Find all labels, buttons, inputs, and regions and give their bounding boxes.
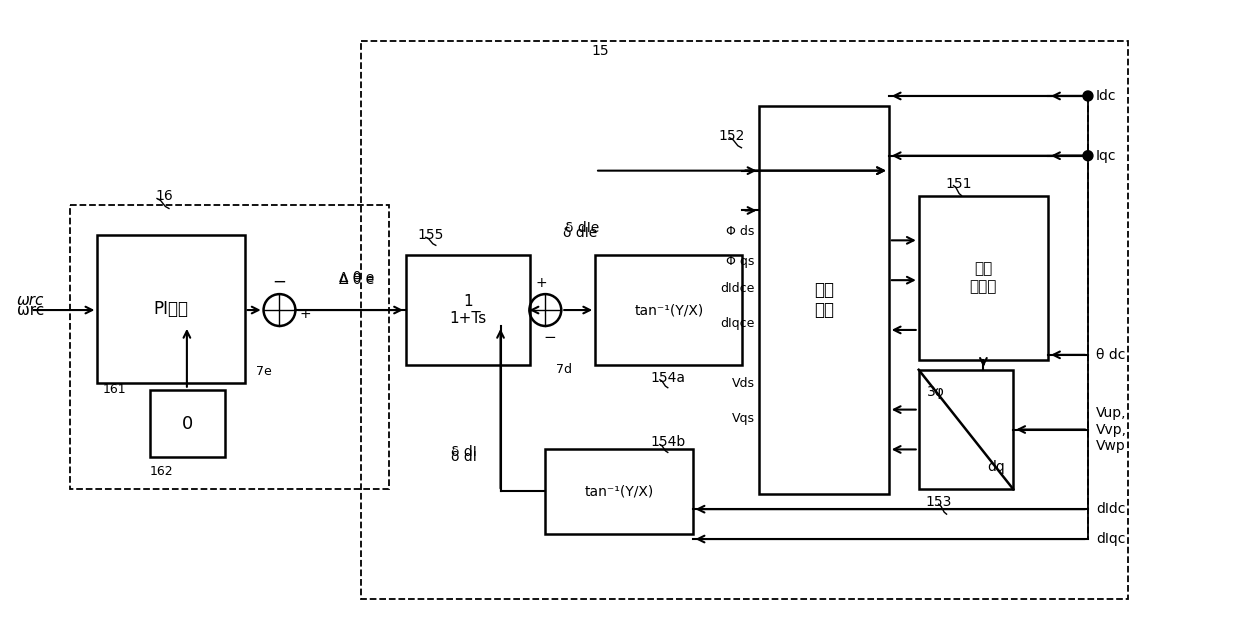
Text: dq: dq (987, 460, 1005, 474)
Text: dIdce: dIdce (720, 282, 755, 295)
Text: Idc: Idc (1097, 89, 1116, 103)
Text: 155: 155 (418, 228, 444, 242)
Text: 7e: 7e (255, 366, 271, 378)
Text: Vqs: Vqs (731, 412, 755, 424)
Text: dIqce: dIqce (720, 317, 755, 330)
Bar (545, 449, 693, 534)
Text: δ dI: δ dI (451, 445, 477, 459)
Text: Δ θ e: Δ θ e (339, 273, 374, 287)
Text: Vup,
Vvp,
Vwp: Vup, Vvp, Vwp (1097, 406, 1127, 452)
Text: 154a: 154a (650, 371, 685, 385)
Text: 154b: 154b (650, 435, 685, 449)
Text: tan⁻¹(Y/X): tan⁻¹(Y/X) (634, 303, 704, 317)
Text: 磁通
初始値: 磁通 初始値 (970, 261, 997, 294)
Bar (71, 206, 389, 489)
Text: δ dI: δ dI (451, 450, 477, 465)
Bar (406, 255, 530, 365)
Text: 3φ: 3φ (927, 385, 944, 399)
Circle shape (1083, 151, 1093, 160)
Text: 0: 0 (182, 415, 193, 433)
Bar (760, 106, 888, 494)
Text: 151: 151 (945, 176, 971, 190)
Text: 16: 16 (155, 189, 173, 203)
Text: dIqc: dIqc (1097, 532, 1125, 546)
Text: δ dIe: δ dIe (564, 226, 597, 240)
Text: −: − (543, 330, 555, 345)
Text: Φ qs: Φ qs (726, 255, 755, 268)
Text: 15: 15 (591, 44, 608, 58)
Text: ωrc: ωrc (17, 293, 45, 307)
Bar (918, 370, 1014, 489)
Text: ωrc: ωrc (17, 302, 45, 318)
Text: θ dc: θ dc (1097, 348, 1125, 362)
Text: dIdc: dIdc (1097, 502, 1125, 516)
Text: 152: 152 (719, 129, 745, 142)
Circle shape (1083, 91, 1093, 101)
Bar (595, 255, 742, 365)
Text: 1
1+Ts: 1 1+Ts (450, 294, 487, 327)
Text: 磁通
模型: 磁通 模型 (814, 281, 834, 320)
Text: PI控制: PI控制 (154, 300, 188, 318)
Text: −: − (273, 272, 286, 290)
Bar (361, 41, 1127, 599)
Text: 7d: 7d (556, 364, 572, 376)
Bar (150, 390, 224, 458)
Text: +: + (300, 307, 311, 321)
Text: 161: 161 (103, 383, 126, 396)
Text: Δ θ e: Δ θ e (339, 271, 374, 285)
Text: δ dIe: δ dIe (565, 221, 600, 235)
Text: Vds: Vds (731, 377, 755, 390)
Bar (918, 196, 1048, 360)
Text: tan⁻¹(Y/X): tan⁻¹(Y/X) (585, 485, 654, 499)
Text: 162: 162 (150, 465, 173, 478)
Text: 153: 153 (926, 495, 952, 509)
Text: Φ ds: Φ ds (726, 226, 755, 238)
Bar (98, 235, 244, 383)
Text: Iqc: Iqc (1097, 149, 1116, 163)
Text: +: + (535, 276, 548, 290)
